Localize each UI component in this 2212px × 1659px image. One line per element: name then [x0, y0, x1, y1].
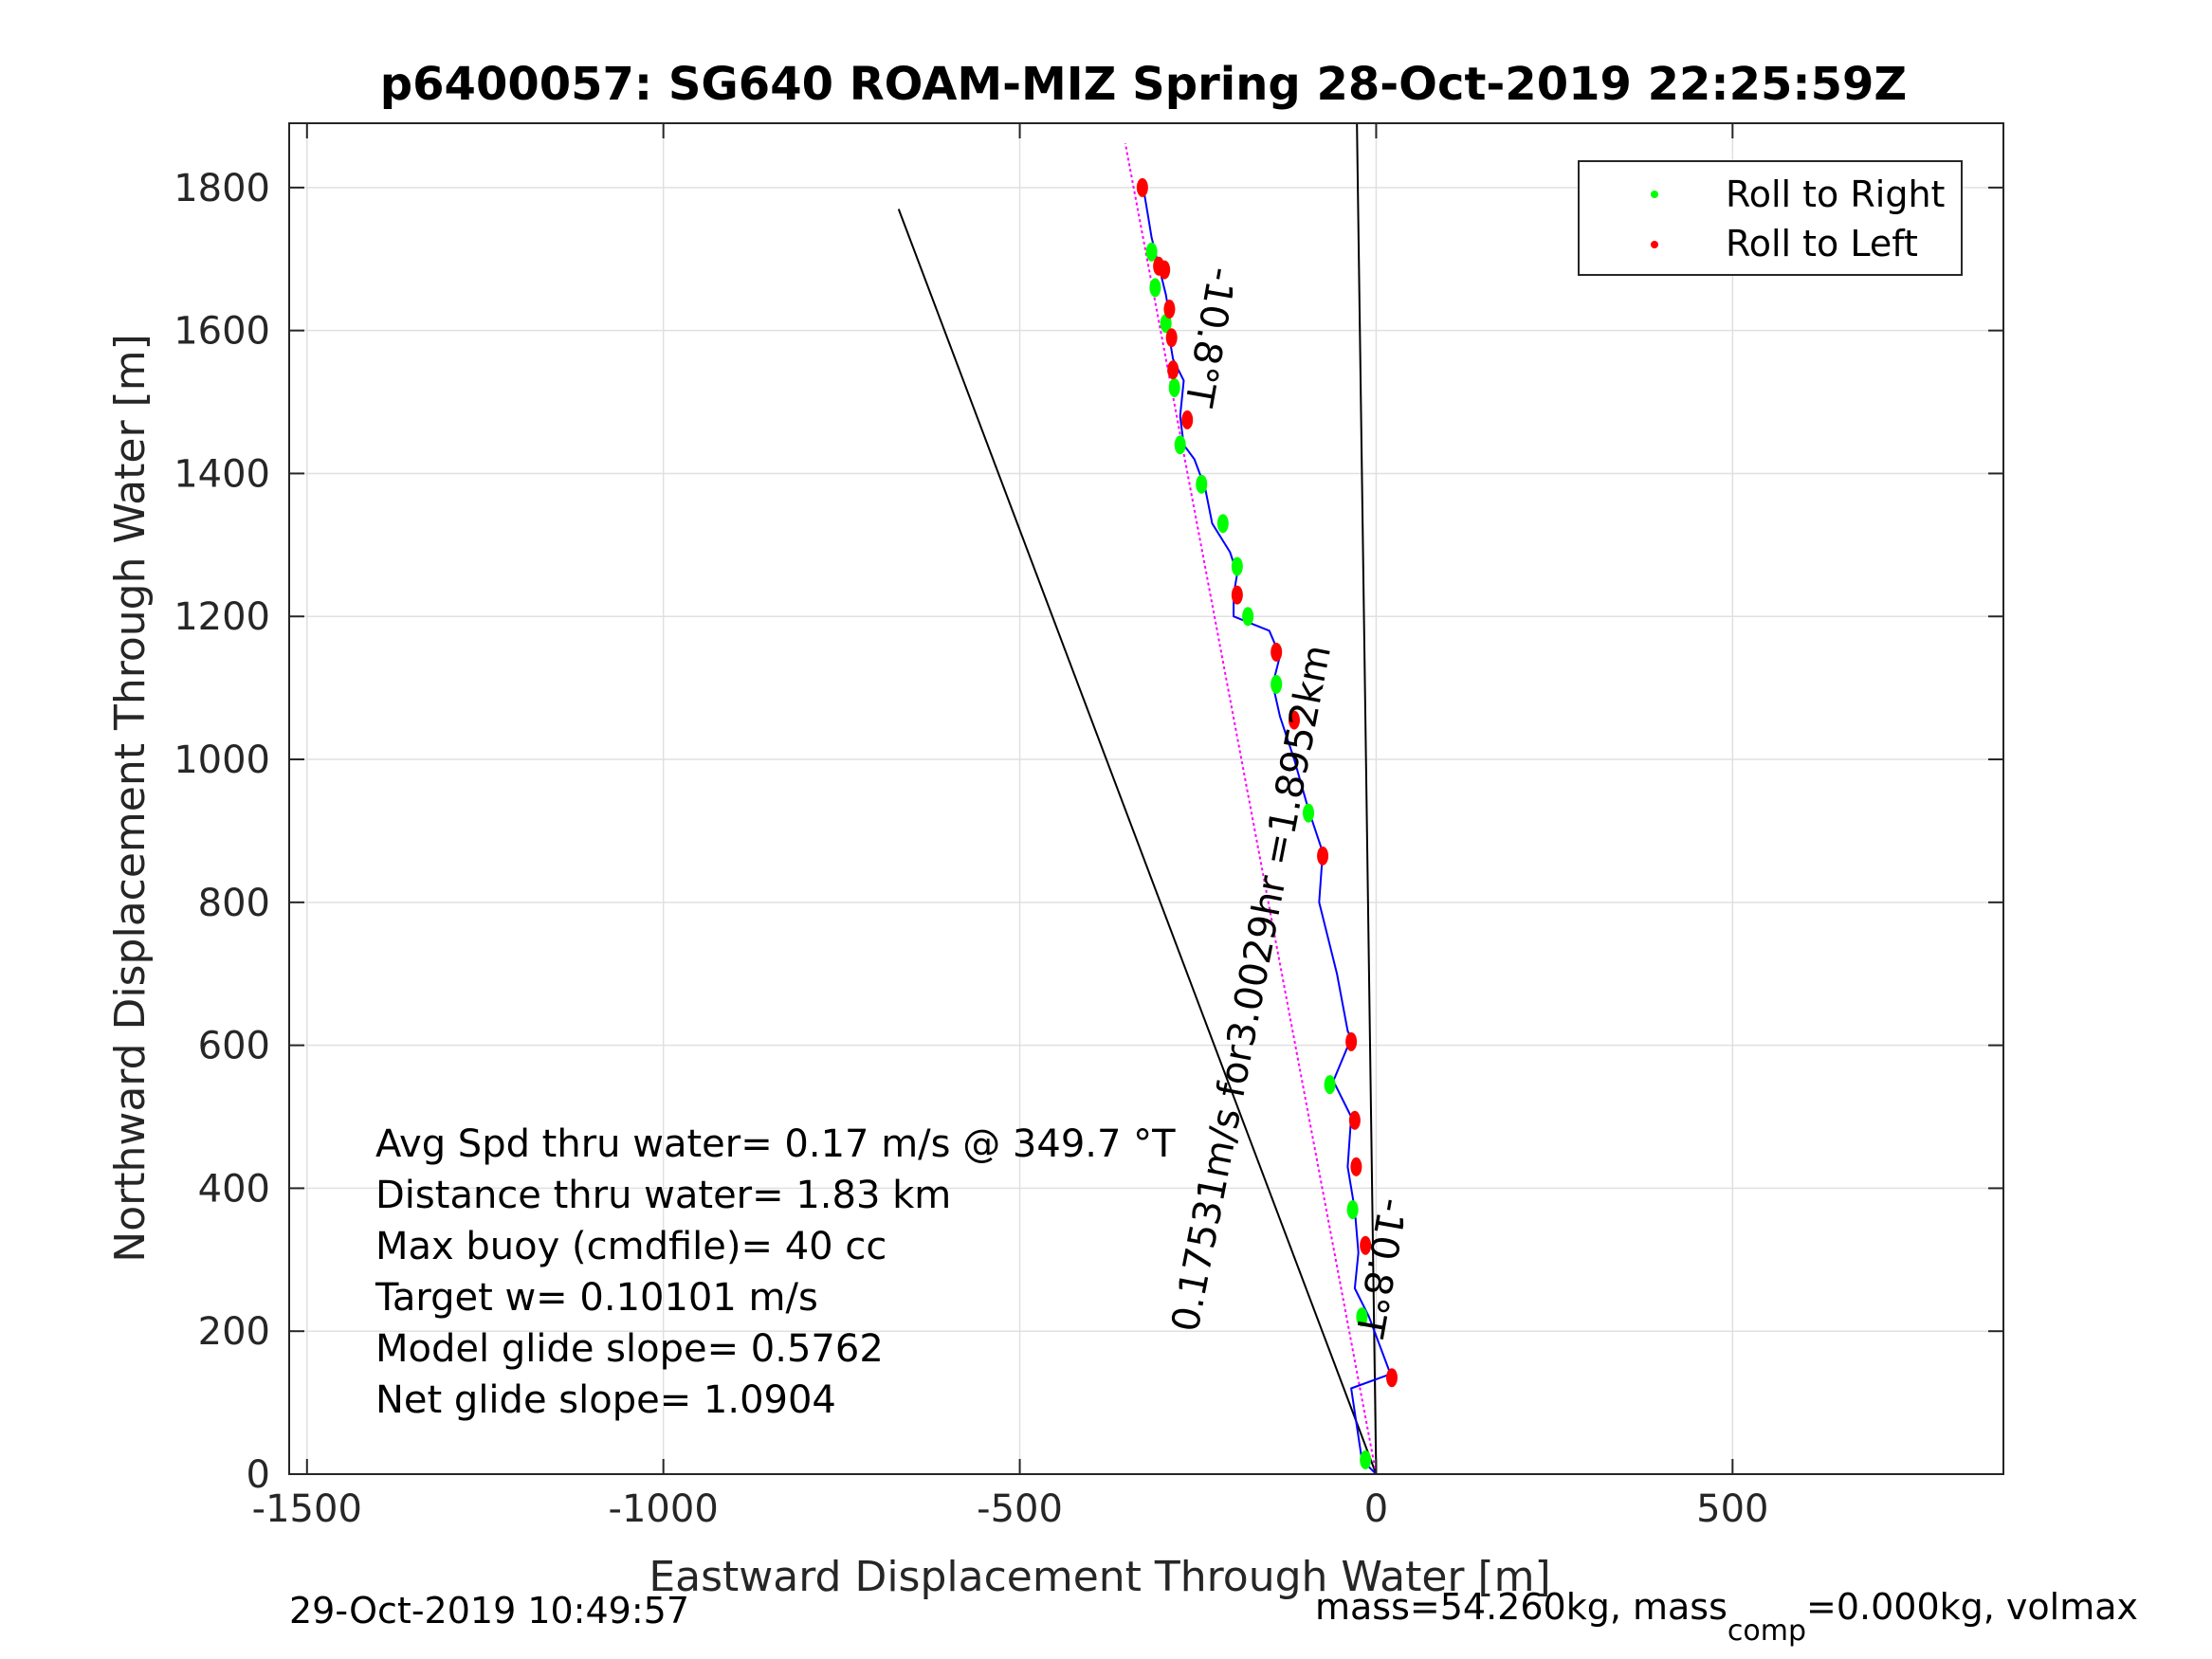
footer-timestamp: 29-Oct-2019 10:49:57: [289, 1590, 689, 1632]
roll-left-point: [1165, 328, 1178, 348]
x-tick-label: -500: [977, 1487, 1063, 1531]
x-tick-label: 500: [1696, 1487, 1768, 1531]
roll-right-point: [1196, 474, 1208, 494]
axis-ticks: -1500 -1000 -500 0 500 0 200 400 600 800 1000 1200 1…: [174, 123, 2003, 1531]
roll-left-point: [1153, 256, 1165, 276]
roll-right-point: [1145, 242, 1158, 262]
roll-right-point: [1168, 377, 1180, 397]
y-tick-label: 600: [198, 1025, 270, 1068]
roll-right-point: [1303, 803, 1315, 823]
roll-right-point: [1242, 607, 1254, 627]
roll-left-point: [1167, 360, 1179, 380]
legend: Roll to Right Roll to Left: [1578, 160, 1963, 276]
x-tick-label: -1000: [609, 1487, 719, 1531]
y-tick-label: 800: [198, 882, 270, 925]
y-tick-label: 400: [198, 1167, 270, 1211]
roll-left-point: [1317, 846, 1329, 866]
plot-frame: [288, 122, 2004, 1475]
plot-area: [289, 123, 2003, 1474]
roll-left-point: [1231, 585, 1243, 605]
y-tick-label: 1400: [174, 452, 270, 496]
roll-left-point: [1350, 1157, 1362, 1176]
stat-distance: Distance thru water= 1.83 km: [375, 1174, 951, 1217]
roll-left-point: [1348, 1110, 1361, 1130]
y-tick-label: 200: [198, 1310, 270, 1354]
stat-model-glide: Model glide slope= 0.5762: [375, 1327, 884, 1371]
reference-lines: [897, 123, 1378, 1474]
chart-title: p6400057: SG640 ROAM-MIZ Spring 28-Oct-2…: [380, 58, 1907, 111]
roll-left-point: [1181, 410, 1194, 429]
roll-right-point: [1346, 1200, 1359, 1220]
y-tick-label: 1600: [174, 310, 270, 354]
roll-right-point: [1174, 435, 1186, 455]
x-tick-label: 0: [1364, 1487, 1388, 1531]
roll-left-point: [1288, 710, 1300, 730]
y-tick-label: 1000: [174, 738, 270, 782]
roll-right-point: [1356, 1307, 1368, 1327]
legend-label-roll-left: Roll to Left: [1726, 223, 1918, 264]
roll-right-point: [1160, 314, 1172, 334]
legend-marker-roll-left: [1651, 241, 1658, 248]
legend-label-roll-right: Roll to Right: [1726, 173, 1945, 215]
stat-max-buoy: Max buoy (cmdfile)= 40 cc: [375, 1225, 887, 1268]
roll-right-point: [1231, 556, 1243, 576]
roll-right-point: [1324, 1075, 1336, 1095]
y-tick-label: 1200: [174, 595, 270, 639]
footer-mass-part2: =0.000kg, volmax: [1806, 1586, 2138, 1628]
roll-left-point: [1345, 1031, 1358, 1051]
roll-left-point: [1136, 177, 1148, 197]
net-displacement-line: [1124, 142, 1378, 1474]
roll-right-point: [1360, 1449, 1372, 1469]
y-axis-label: Northward Displacement Through Water [m]: [106, 334, 155, 1262]
legend-box: [1578, 160, 1963, 276]
roll-right-point: [1149, 278, 1161, 298]
roll-right-point: [1216, 514, 1229, 534]
stat-avg-speed: Avg Spd thru water= 0.17 m/s @ 349.7 °T: [375, 1122, 1176, 1166]
y-tick-label: 0: [247, 1453, 270, 1497]
roll-right-point: [1271, 674, 1283, 694]
roll-left-point: [1271, 642, 1283, 662]
stat-target-w: Target w= 0.10101 m/s: [375, 1276, 818, 1320]
x-axis-label: Eastward Displacement Through Water [m]: [649, 1553, 1550, 1601]
x-tick-label: -1500: [252, 1487, 362, 1531]
reference-line: [1356, 123, 1378, 1474]
stats-block: Avg Spd thru water= 0.17 m/s @ 349.7 °T …: [375, 1122, 1176, 1422]
legend-marker-roll-right: [1651, 191, 1658, 198]
roll-markers: [1136, 177, 1398, 1469]
y-tick-label: 1800: [174, 167, 270, 210]
reference-line: [897, 209, 1378, 1474]
footer-mass-subscript: comp: [1728, 1614, 1806, 1648]
footer-mass-info: mass=54.260kg, masscomp=0.000kg, volmax: [1315, 1586, 2138, 1648]
roll-left-point: [1163, 300, 1176, 319]
roll-left-point: [1385, 1368, 1398, 1388]
roll-left-point: [1360, 1235, 1372, 1255]
stat-net-glide: Net glide slope= 1.0904: [375, 1378, 836, 1422]
footer-mass-part1: mass=54.260kg, mass: [1315, 1586, 1728, 1628]
